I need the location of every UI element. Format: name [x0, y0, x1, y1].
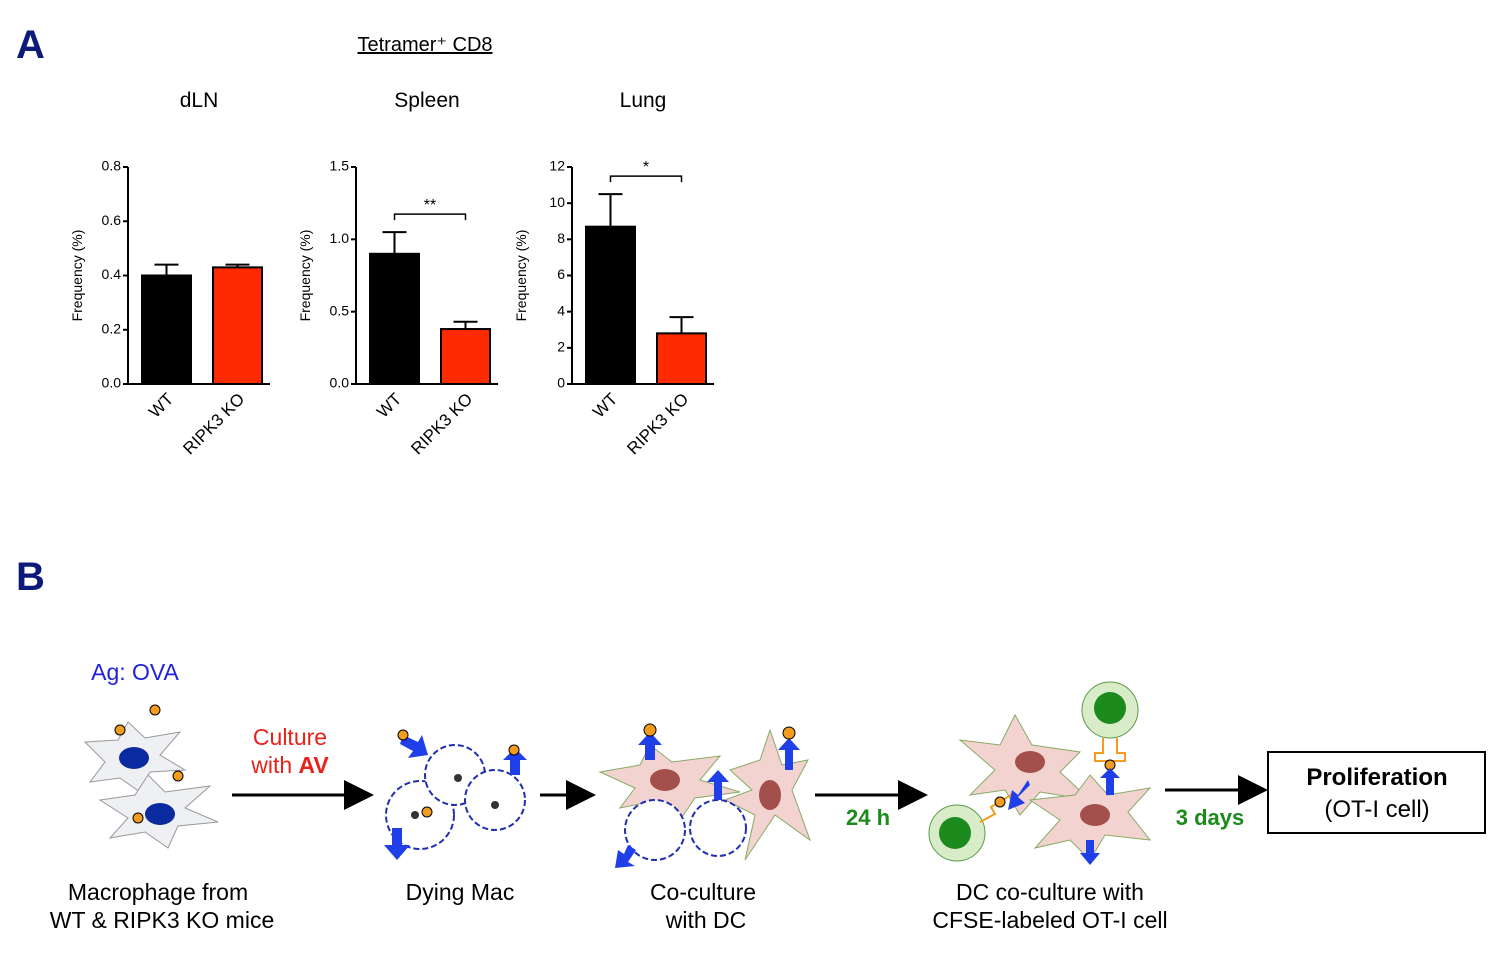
- arrow-marker: [615, 845, 636, 868]
- bar: [212, 266, 263, 385]
- y-tick-label: 0.4: [102, 266, 122, 282]
- bar: [369, 252, 420, 385]
- tcr: [1094, 738, 1126, 762]
- y-tick-label: 0.0: [102, 375, 122, 391]
- bar: [656, 332, 707, 386]
- panel-label: B: [16, 555, 45, 599]
- dying-cell: [689, 799, 747, 857]
- nucleus: [145, 803, 175, 825]
- y-tick-label: 0.2: [102, 320, 122, 336]
- y-tick-label: 4: [557, 302, 565, 318]
- antigen: [132, 812, 144, 824]
- arrow-marker: [638, 732, 662, 760]
- y-tick-label: 1.0: [330, 230, 350, 246]
- arrow-marker: [707, 770, 729, 800]
- antigen: [994, 796, 1006, 808]
- arrow-marker: [778, 738, 800, 770]
- chart-title: Spleen: [394, 89, 459, 112]
- significance-bracket: [609, 175, 683, 183]
- antigen: [421, 806, 433, 818]
- nucleus: [650, 769, 680, 791]
- dying-cell: [624, 799, 686, 861]
- y-axis-label: Frequency (%): [69, 230, 85, 322]
- significance-bracket: [393, 213, 467, 221]
- y-axis-label: Frequency (%): [297, 230, 313, 322]
- nucleus: [119, 747, 149, 769]
- bar: [141, 274, 192, 385]
- y-tick-label: 10: [549, 194, 565, 210]
- antigen: [508, 744, 520, 756]
- x-tick-label: RIPK3 KO: [179, 389, 248, 458]
- antigen-label: Ag: OVA: [91, 659, 179, 685]
- t-cell-nucleus: [939, 817, 971, 849]
- debris: [454, 774, 462, 782]
- nucleus: [759, 780, 781, 810]
- x-tick-label: WT: [373, 389, 405, 421]
- caption: with DC: [665, 907, 747, 933]
- y-tick-label: 0: [557, 375, 565, 391]
- antigen: [172, 770, 184, 782]
- arrow-marker: [384, 828, 410, 860]
- y-tick-label: 8: [557, 230, 565, 246]
- caption: Dying Mac: [406, 879, 515, 905]
- arrow-marker: [400, 735, 428, 758]
- caption: Co-culture: [650, 879, 756, 905]
- chart-title: Lung: [620, 89, 667, 112]
- dying-cell: [464, 769, 526, 831]
- x-tick-label: RIPK3 KO: [407, 389, 476, 458]
- caption: CFSE-labeled OT-I cell: [932, 907, 1167, 933]
- bar: [585, 225, 636, 385]
- arrow-marker: [1008, 780, 1030, 810]
- antigen: [397, 729, 409, 741]
- y-axis-label: Frequency (%): [513, 230, 529, 322]
- caption: Macrophage from: [68, 879, 248, 905]
- nucleus: [1015, 751, 1045, 773]
- arrow-marker: [1080, 840, 1100, 865]
- t-cell-nucleus: [1094, 692, 1126, 724]
- y-tick-label: 12: [549, 158, 565, 174]
- x-tick-label: WT: [145, 389, 177, 421]
- y-tick-label: 0.8: [102, 158, 122, 174]
- arrow-marker: [1100, 768, 1120, 795]
- y-tick-label: 2: [557, 339, 565, 355]
- y-tick-label: 0.0: [330, 375, 350, 391]
- y-tick-label: 0.6: [102, 212, 122, 228]
- significance-label: **: [424, 197, 436, 214]
- panel-label: A: [16, 23, 45, 67]
- antigen: [149, 704, 161, 716]
- debris: [491, 801, 499, 809]
- result-subtitle: (OT-I cell): [1324, 796, 1429, 823]
- chart-title: dLN: [180, 89, 219, 112]
- antigen: [643, 723, 657, 737]
- culture-label: Culture: [253, 724, 327, 750]
- result-title: Proliferation: [1306, 764, 1447, 791]
- diagram: Ag: OVA Culture with AV: [50, 659, 1486, 933]
- nucleus: [1080, 804, 1110, 826]
- significance-label: *: [643, 159, 649, 176]
- result-box: [1267, 751, 1486, 834]
- y-tick-label: 0.5: [330, 302, 350, 318]
- caption: WT & RIPK3 KO mice: [50, 907, 275, 933]
- debris: [411, 811, 419, 819]
- antigen: [782, 726, 796, 740]
- antigen: [114, 724, 126, 736]
- caption: DC co-culture with: [956, 879, 1144, 905]
- y-tick-label: 1.5: [330, 158, 350, 174]
- panel-title: Tetramer⁺ CD8: [357, 34, 492, 56]
- culture-label: with AV: [250, 752, 329, 778]
- culture-with: with: [250, 752, 292, 778]
- time-label: 24 h: [846, 805, 890, 830]
- x-tick-label: RIPK3 KO: [623, 389, 692, 458]
- y-tick-label: 6: [557, 266, 565, 282]
- x-tick-label: WT: [589, 389, 621, 421]
- bar: [440, 328, 491, 386]
- time-label: 3 days: [1176, 805, 1245, 830]
- arrow-marker: [503, 748, 527, 775]
- culture-av: AV: [299, 752, 330, 778]
